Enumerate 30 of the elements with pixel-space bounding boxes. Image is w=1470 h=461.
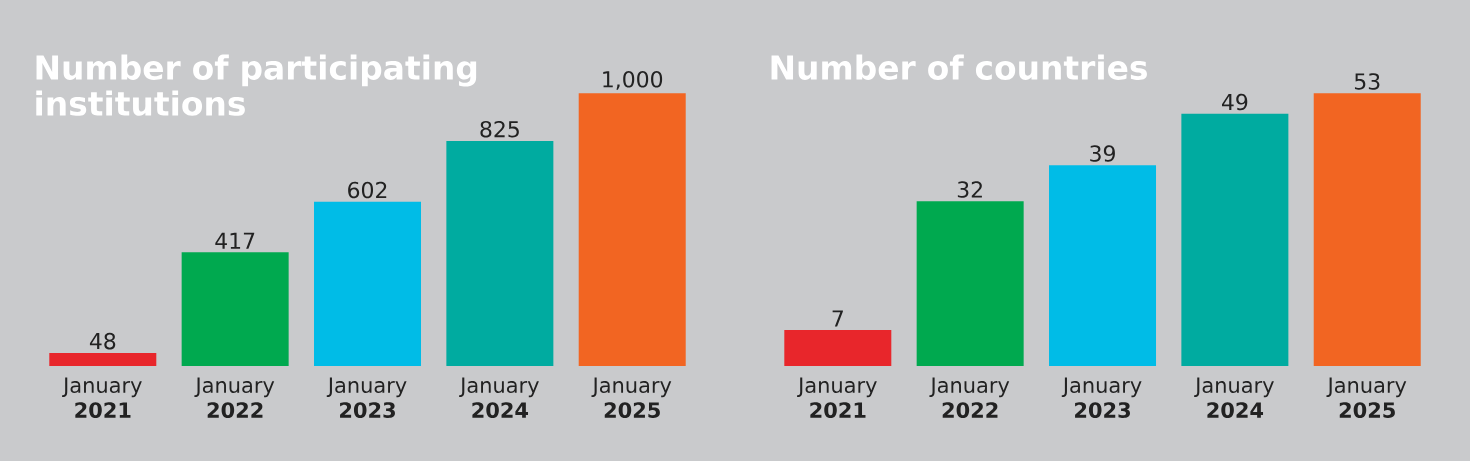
bar: [446, 141, 554, 366]
bar: [314, 201, 421, 366]
data-label: 53: [1354, 73, 1380, 90]
bar: [578, 93, 686, 366]
x-tick-label: January 2024: [459, 377, 539, 418]
data-label: 49: [1222, 93, 1248, 111]
data-label: 825: [480, 120, 519, 138]
data-label: 417: [215, 232, 255, 249]
x-tick-label: January 2023: [1061, 377, 1142, 418]
x-tick-label: January 2024: [1194, 377, 1274, 418]
bar: [784, 329, 892, 366]
x-tick-label: January 2022: [194, 377, 275, 418]
bar: [1049, 165, 1157, 366]
x-tick-label: January 2022: [929, 377, 1010, 418]
x-tick-label: January 2021: [797, 377, 877, 418]
data-label: 32: [957, 181, 982, 198]
bar: [181, 252, 289, 366]
x-tick-label: January 2025: [591, 377, 672, 418]
data-label: 602: [348, 181, 387, 199]
bar: [916, 201, 1024, 366]
data-label: 1,000: [603, 70, 663, 90]
bar: [1181, 113, 1289, 366]
x-tick-label: January 2025: [1326, 377, 1407, 418]
data-label: 7: [832, 310, 843, 327]
x-tick-label: January 2023: [326, 377, 407, 418]
bar: [49, 352, 157, 366]
data-label: 48: [89, 332, 116, 350]
x-tick-label: January 2021: [62, 377, 142, 418]
bar: [1313, 93, 1421, 366]
data-label: 39: [1090, 145, 1115, 162]
